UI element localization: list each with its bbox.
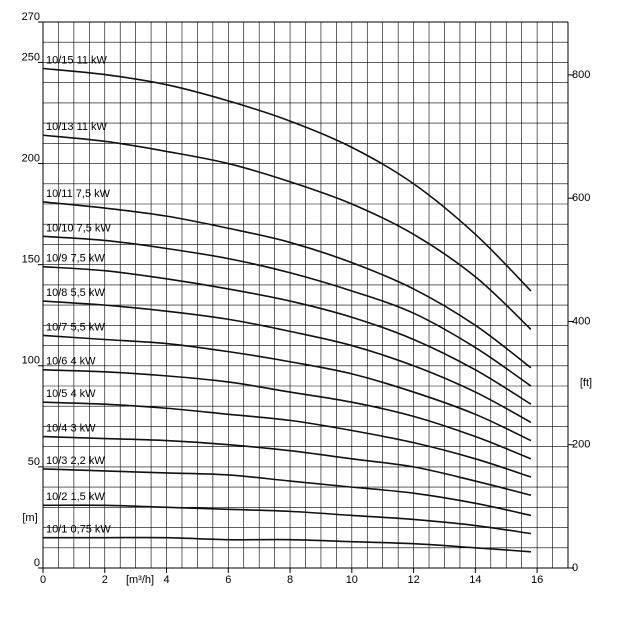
curve-label: 10/15 11 kW	[46, 54, 108, 66]
pump-curve	[43, 536, 531, 553]
y2-tick-label: 400	[572, 315, 590, 327]
x-tick-label: 2	[102, 574, 108, 586]
pump-curve	[42, 401, 532, 478]
x-tick-label: 4	[163, 574, 169, 586]
x-tick-label: 8	[287, 574, 293, 586]
curve-label: 10/2 1,5 kW	[46, 491, 105, 503]
curve-label: 10/11 7,5 kW	[46, 188, 111, 200]
pump-curve	[42, 300, 532, 424]
x-tick-label: 0	[40, 574, 46, 586]
y2-tick-label: 0	[572, 562, 578, 574]
curve-label: 10/3 2,2 kW	[46, 455, 105, 467]
pump-curve	[42, 468, 532, 517]
pump-curve	[42, 201, 532, 369]
y2-tick-label: 600	[572, 192, 590, 204]
curve-label: 10/7 5,5 kW	[46, 321, 105, 333]
curve-label: 10/13 11 kW	[46, 121, 108, 133]
y-tick-label: 270	[22, 11, 40, 23]
pump-curve	[42, 504, 532, 535]
y2-tick-label: 800	[572, 69, 590, 81]
x-tick-label: 10	[346, 574, 358, 586]
pump-curve	[42, 67, 532, 292]
curve-label: 10/5 4 kW	[46, 388, 96, 400]
pump-curve	[42, 134, 532, 330]
y-tick-label: 250	[22, 51, 40, 63]
curve-label: 10/10 7,5 kW	[46, 222, 111, 234]
x-axis-label: [m³/h]	[126, 574, 154, 586]
pump-curve	[42, 435, 532, 496]
x-tick-label: 16	[531, 574, 543, 586]
y-tick-label: 0	[34, 557, 40, 569]
y-tick-label: 200	[22, 152, 40, 164]
curve-label: 10/4 3 kW	[46, 422, 96, 434]
y-axis-label: [m]	[22, 512, 37, 524]
curve-label: 10/9 7,5 kW	[46, 253, 105, 265]
y-tick-label: 50	[28, 456, 40, 468]
curve-label: 10/8 5,5 kW	[46, 287, 105, 299]
curve-label: 10/6 4 kW	[46, 356, 96, 368]
y2-tick-label: 200	[572, 439, 590, 451]
x-tick-label: 14	[469, 574, 481, 586]
x-tick-label: 12	[407, 574, 419, 586]
y-tick-label: 100	[22, 355, 40, 367]
pump-curve	[42, 369, 532, 460]
y2-axis-label: [ft]	[580, 377, 592, 389]
curve-label: 10/1 0,75 kW	[46, 524, 111, 536]
x-tick-label: 6	[225, 574, 231, 586]
pump-curve	[42, 235, 532, 387]
pump-curve	[42, 334, 532, 442]
y-tick-label: 150	[22, 254, 40, 266]
pump-curve	[42, 265, 532, 405]
